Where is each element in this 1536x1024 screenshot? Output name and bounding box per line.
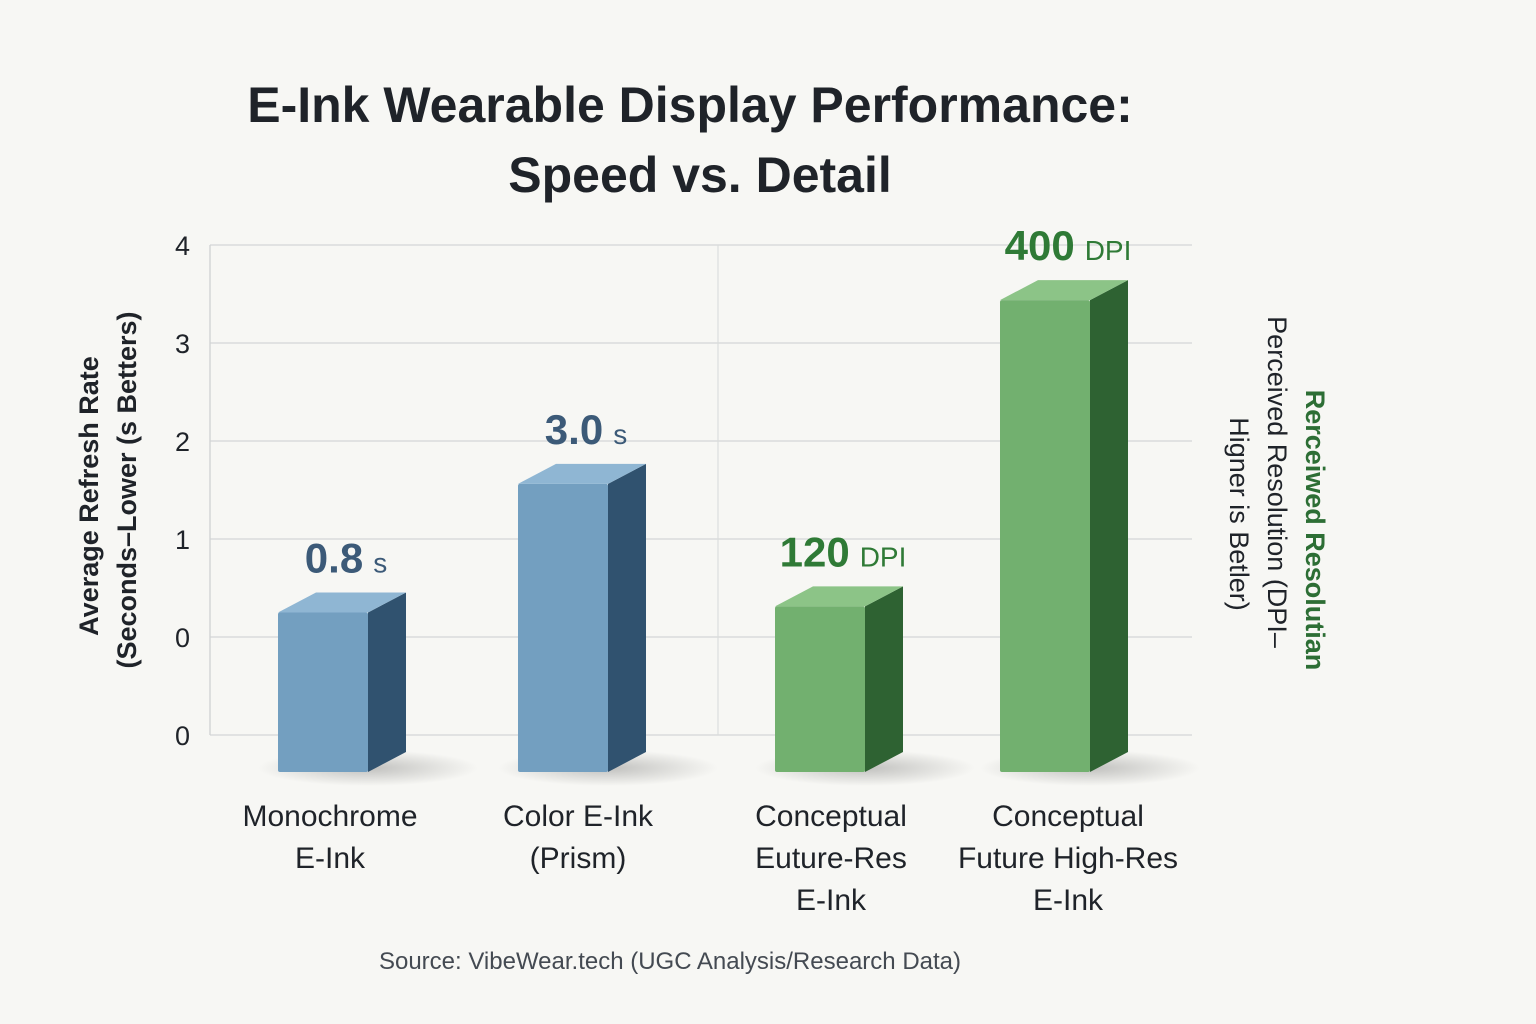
bar-front-face <box>775 606 865 772</box>
bar-top-face <box>775 586 903 607</box>
y-tick-label: 2 <box>175 427 190 457</box>
bar-front-face <box>518 483 608 772</box>
bar-value-label: 3.0 s <box>545 406 627 453</box>
bars: 0.8 s 3.0 s 120 DPI 400 DPI <box>258 222 1200 786</box>
category-label-4: Conceptual Future High-Res E-Ink <box>958 800 1178 917</box>
bar-top-face <box>1000 280 1128 301</box>
source-note: Source: VibeWear.tech (UGC Analysis/Rese… <box>379 948 961 975</box>
category-label-2: Color E-Ink (Prism) <box>503 800 654 875</box>
category-label-1: Monochrome E-Ink <box>242 800 417 875</box>
y-axis-label-line-1: Average Refresh Rate <box>74 356 104 636</box>
bar-side-face <box>865 586 903 772</box>
chart-title-line-1: E-Ink Wearable Display Performance: <box>247 77 1133 133</box>
bar-2: 3.0 s <box>498 406 718 786</box>
bar-front-face <box>1000 300 1090 772</box>
bar-side-face <box>1090 280 1128 772</box>
bar-1: 0.8 s <box>258 535 478 786</box>
bar-front-face <box>278 612 368 772</box>
bar-value-label: 120 DPI <box>780 528 907 575</box>
bar-value-label: 0.8 s <box>305 535 387 582</box>
bar-side-face <box>368 592 406 772</box>
y2-axis-label-line-1: Perceived Resolution (DPI– <box>1262 316 1292 648</box>
chart-title-line-2: Speed vs. Detail <box>508 147 892 203</box>
y-tick-labels: 4 3 2 1 0 0 <box>175 231 190 751</box>
y-tick-label: 1 <box>175 525 190 555</box>
bar-value-label: 400 DPI <box>1005 222 1132 269</box>
y-tick-label: 3 <box>175 329 190 359</box>
bar-4: 400 DPI <box>980 222 1200 786</box>
bar-top-face <box>518 463 646 484</box>
y2-axis-label-accent: Rerceiwed Resolutian <box>1300 390 1330 671</box>
category-label-3: Conceptual Euture-Res E-Ink <box>755 800 907 917</box>
y2-axis-label-line-2: Higner is Betler) <box>1224 417 1254 611</box>
y-tick-label: 0 <box>175 623 190 653</box>
category-labels: Monochrome E-Ink Color E-Ink (Prism) Concept… <box>242 800 1178 917</box>
y-tick-label: 4 <box>175 231 190 261</box>
bar-top-face <box>278 592 406 613</box>
bar-3: 120 DPI <box>755 528 975 786</box>
y-tick-label: 0 <box>175 721 190 751</box>
bar-side-face <box>608 463 646 772</box>
y-axis-label-line-2: (Seconds–Lower (s Betters) <box>112 311 142 668</box>
